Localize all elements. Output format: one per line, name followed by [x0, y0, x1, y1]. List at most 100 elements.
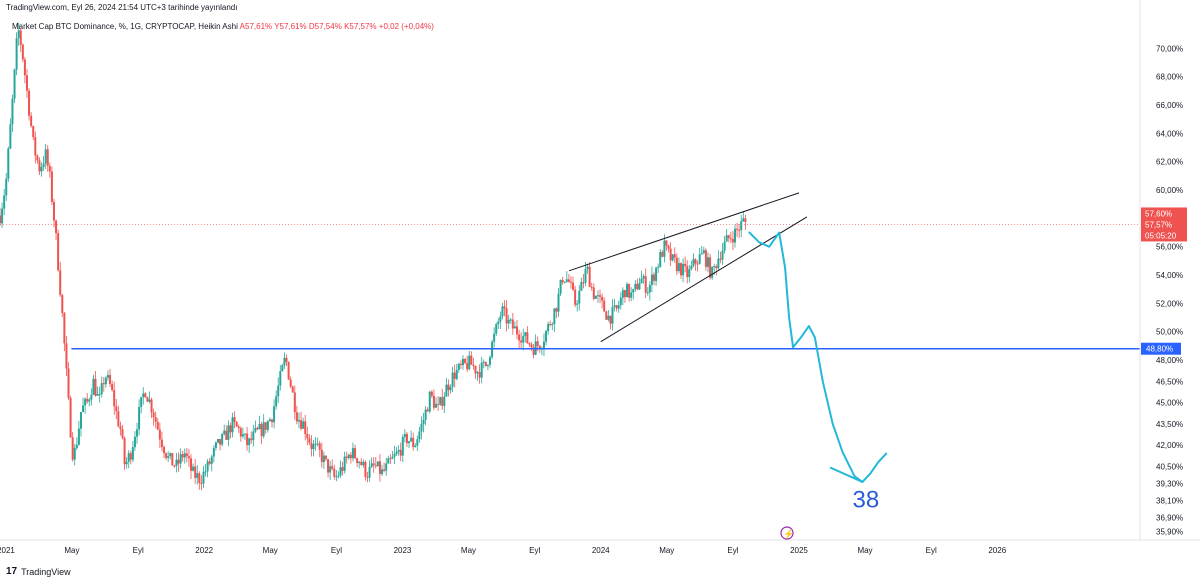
candle-body — [464, 359, 467, 363]
candle-body — [264, 422, 267, 430]
candle-body — [106, 375, 109, 378]
candle-body — [509, 319, 512, 321]
candle-body — [410, 437, 413, 442]
candle-body — [140, 397, 143, 408]
candle-body — [351, 448, 354, 459]
candle-body — [443, 396, 446, 406]
candle-body — [300, 420, 303, 429]
x-tick-label: 2022 — [195, 546, 213, 555]
candle-body — [229, 425, 232, 433]
candle-body — [349, 454, 352, 459]
candle-body — [426, 409, 429, 412]
candle-body — [109, 375, 112, 385]
price-axis[interactable]: 70,00%68,00%66,00%64,00%62,00%60,00%58,0… — [1156, 44, 1183, 536]
candle-body — [395, 451, 398, 454]
candle-body — [144, 393, 147, 398]
candle-body — [405, 433, 408, 444]
last-badge-high: 57,60% — [1145, 209, 1172, 218]
x-tick-label: Eyl — [529, 546, 540, 555]
candle-body — [542, 341, 545, 349]
candle-body — [675, 257, 678, 272]
candle-body — [696, 263, 699, 265]
candle-body — [584, 269, 587, 283]
candle-body — [385, 463, 388, 471]
candle-body — [403, 433, 406, 438]
candle-body — [399, 449, 402, 456]
candle-body — [719, 258, 722, 260]
y-tick-label: 40,50% — [1156, 462, 1183, 471]
candle-body — [329, 466, 332, 473]
candle-body — [15, 38, 18, 70]
candle-body — [291, 386, 294, 393]
candle-body — [617, 305, 620, 309]
candle-body — [227, 425, 230, 440]
candle-body — [488, 357, 491, 365]
candle-body — [565, 279, 568, 282]
brand-name: TradingView — [21, 566, 71, 577]
projection-arrow-path[interactable] — [748, 231, 888, 483]
candle-body — [555, 308, 558, 312]
candle-body — [57, 233, 60, 271]
candle-body — [183, 453, 186, 458]
lightning-event-icon[interactable]: ⚡ — [780, 526, 794, 540]
legend-close: K57,57% — [344, 22, 377, 31]
candle-body — [684, 263, 687, 267]
candle-body — [607, 315, 610, 320]
candle-body — [484, 361, 487, 366]
candle-body — [231, 417, 234, 433]
candle-body — [219, 438, 222, 445]
candle-body — [567, 279, 570, 282]
candle-body — [316, 443, 319, 445]
y-tick-label: 68,00% — [1156, 73, 1183, 82]
symbol-legend[interactable]: Market Cap BTC Dominance, %, 1G, CRYPTOC… — [12, 22, 434, 31]
candle-body — [212, 448, 215, 457]
candle-body — [156, 421, 159, 430]
candle-body — [331, 466, 334, 469]
candle-body — [13, 69, 16, 99]
candle-body — [312, 444, 315, 450]
candle-body — [619, 297, 622, 306]
candle-body — [729, 238, 732, 240]
candle-body — [73, 448, 76, 460]
wedge-lower-trendline[interactable] — [600, 216, 808, 343]
symbol-title[interactable]: Market Cap BTC Dominance, %, 1G, CRYPTOC… — [12, 22, 238, 31]
candle-body — [686, 266, 689, 278]
candle-body — [457, 363, 460, 370]
wedge-upper-trendline[interactable] — [568, 192, 800, 272]
candle-body — [505, 308, 508, 324]
support-badge-bg — [1141, 342, 1181, 355]
candle-body — [638, 283, 641, 290]
candle-body — [383, 469, 386, 471]
candle-body — [194, 466, 197, 478]
candle-body — [408, 441, 411, 444]
candle-body — [586, 266, 589, 270]
candle-body — [704, 250, 707, 267]
candle-body — [605, 311, 608, 320]
candle-body — [289, 379, 292, 387]
projection-arrow-head — [829, 466, 864, 483]
candle-body — [34, 137, 37, 156]
candle-body — [733, 228, 736, 243]
candle-body — [459, 363, 462, 365]
last-badge-bg — [1141, 207, 1187, 242]
candle-body — [721, 250, 724, 260]
candle-body — [354, 448, 357, 459]
target-label[interactable]: 38 — [853, 486, 880, 513]
candle-body — [453, 372, 456, 379]
candle-body — [38, 160, 41, 172]
candle-body — [642, 276, 645, 279]
candle-body — [129, 453, 132, 460]
candle-body — [250, 438, 253, 441]
candle-body — [476, 372, 479, 374]
candle-body — [711, 266, 714, 278]
candle-body — [295, 412, 298, 422]
candle-body — [507, 319, 510, 324]
candle-body — [653, 274, 656, 281]
candle-body — [428, 391, 431, 412]
time-axis[interactable]: 2021 May Eyl 2022 May Eyl 2023 May Eyl 2024 May Eyl… — [0, 546, 1007, 555]
brand-footer[interactable]: 17 TradingView — [6, 566, 71, 577]
candle-body — [412, 437, 415, 448]
candle-body — [669, 248, 672, 261]
candle-body — [709, 257, 712, 278]
